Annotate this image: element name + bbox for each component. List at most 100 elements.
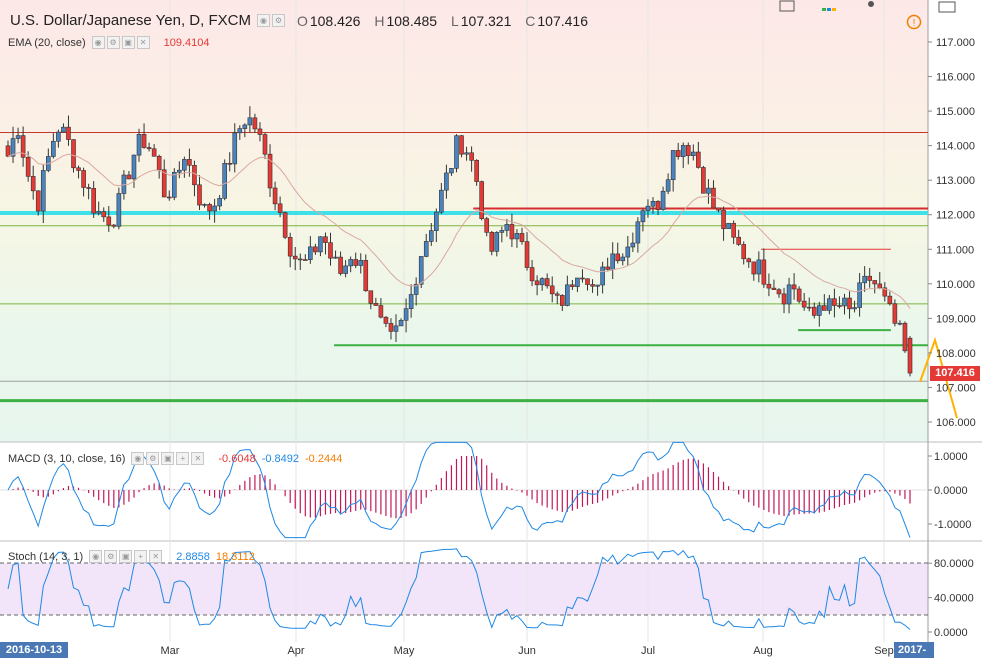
candle-body xyxy=(600,266,605,286)
candle-body xyxy=(534,280,540,286)
candle-body xyxy=(706,187,711,194)
symbol-title[interactable]: U.S. Dollar/Japanese Yen, D, FXCM xyxy=(10,12,251,29)
candle-body xyxy=(751,261,757,275)
candle-body xyxy=(816,305,822,316)
close-icon: ✕ xyxy=(191,452,205,465)
macd-buttons[interactable]: ◉ ⚙ ▣ + ✕ xyxy=(131,452,206,465)
projection-drawing[interactable] xyxy=(919,336,958,419)
candle-body xyxy=(660,190,666,210)
candle-body xyxy=(222,162,227,199)
pin-icon[interactable] xyxy=(860,0,882,14)
candle-body xyxy=(444,172,449,191)
candle-body xyxy=(796,288,802,302)
title-buttons[interactable]: ◉ ⚙ xyxy=(256,14,287,27)
candle-body xyxy=(464,152,469,155)
macd-tick-label: 1.0000 xyxy=(934,451,968,463)
candle-body xyxy=(731,222,736,238)
candle-body xyxy=(590,284,595,287)
candle-body xyxy=(640,210,646,223)
layout-icon[interactable] xyxy=(776,0,798,14)
candle-body xyxy=(857,282,862,308)
candle-body xyxy=(428,230,434,242)
macd-value-2: -0.8492 xyxy=(261,452,299,465)
candle-body xyxy=(10,138,16,157)
stoch-label: Stoch (14, 3, 1) xyxy=(8,550,84,563)
eye-icon: ◉ xyxy=(131,452,145,465)
candle-body xyxy=(474,160,479,182)
candle-body xyxy=(630,242,636,248)
candle-body xyxy=(66,126,71,140)
menu-icon[interactable] xyxy=(936,0,958,14)
candle-body xyxy=(136,134,142,156)
candle-body xyxy=(897,322,903,325)
candle-body xyxy=(554,293,560,296)
candle-body xyxy=(887,295,893,305)
candle-body xyxy=(343,265,348,274)
candle-body xyxy=(560,295,565,306)
candle-body xyxy=(232,132,238,165)
stoch-buttons[interactable]: ◉ ⚙ ▣ + ✕ xyxy=(89,550,164,563)
candle-body xyxy=(595,284,600,287)
candle-body xyxy=(439,189,444,213)
candle-body xyxy=(247,117,253,126)
x-tick-label: Sep xyxy=(874,645,894,657)
candle-body xyxy=(615,253,621,262)
candle-body xyxy=(5,145,11,157)
candle-body xyxy=(378,305,384,318)
candle-body xyxy=(237,128,243,134)
candle-body xyxy=(580,277,585,280)
eye-icon[interactable]: ◉ xyxy=(256,14,270,27)
candle-body xyxy=(318,236,323,253)
candle-body xyxy=(827,298,832,311)
candle-body xyxy=(449,168,454,174)
candle-body xyxy=(297,258,303,261)
candle-body xyxy=(670,150,676,180)
candle-body xyxy=(171,171,177,198)
candle-body xyxy=(197,184,202,206)
price-pane-bg xyxy=(0,0,928,442)
candle-body xyxy=(822,305,827,311)
candle-body xyxy=(151,148,157,157)
candle-body xyxy=(61,126,66,133)
price-tick-label: 116.000 xyxy=(936,72,975,84)
candle-body xyxy=(111,224,117,227)
candle-body xyxy=(479,181,484,219)
candle-body xyxy=(333,256,338,259)
alert-icon[interactable]: ! xyxy=(906,14,922,30)
candle-body xyxy=(655,201,661,210)
candle-body xyxy=(81,170,86,188)
end-date-badge: 2017- xyxy=(894,642,934,658)
candle-body xyxy=(726,222,731,230)
macd-line xyxy=(7,441,911,539)
settings-icon[interactable]: ⚙ xyxy=(271,14,285,27)
candle-body xyxy=(811,306,817,316)
candle-body xyxy=(282,212,288,238)
candle-body xyxy=(262,134,268,155)
candle-body xyxy=(665,179,671,192)
candle-body xyxy=(76,167,81,171)
candle-body xyxy=(832,298,837,306)
candle-body xyxy=(766,283,772,289)
candle-body xyxy=(570,284,575,287)
candle-body xyxy=(585,278,590,285)
stoch-value-2: 18.3112 xyxy=(215,550,255,563)
ema-value: 109.4104 xyxy=(163,36,210,49)
color-icon[interactable] xyxy=(818,0,840,14)
price-tick-label: 108.000 xyxy=(936,348,976,360)
candle-body xyxy=(489,232,495,252)
candle-body xyxy=(882,287,888,297)
candle-body xyxy=(212,205,217,212)
candle-body xyxy=(524,241,530,268)
candle-body xyxy=(877,283,883,289)
candle-body xyxy=(519,233,525,242)
ema-buttons[interactable]: ◉ ⚙ ▣ ✕ xyxy=(91,36,152,49)
candle-body xyxy=(202,204,207,206)
candle-body xyxy=(867,275,872,281)
candle-body xyxy=(86,187,91,189)
ohlc-values: O 108.426 H 108.485 L 107.321 C 107.416 xyxy=(296,12,588,29)
candle-body xyxy=(308,246,313,260)
candle-body xyxy=(388,323,394,332)
price-tick-label: 112.000 xyxy=(936,210,975,222)
candle-body xyxy=(741,244,747,260)
